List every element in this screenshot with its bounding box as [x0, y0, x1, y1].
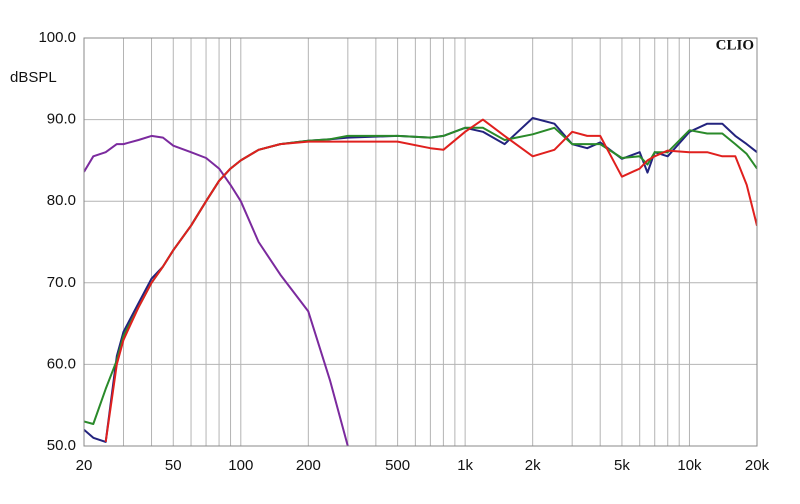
- y-tick-label: 60.0: [47, 355, 76, 372]
- x-tick-label: 10k: [677, 457, 702, 474]
- x-tick-label: 2k: [525, 457, 541, 474]
- x-tick-label: 1k: [457, 457, 473, 474]
- response-curve: [84, 134, 349, 446]
- y-tick-label: 50.0: [47, 437, 76, 454]
- x-tick-label: 20k: [745, 457, 770, 474]
- plot-frame: [83, 37, 758, 447]
- x-tick-label: 200: [296, 457, 321, 474]
- y-tick-label: 90.0: [47, 111, 76, 128]
- response-curve: [104, 118, 757, 443]
- x-tick-label: 50: [165, 457, 182, 474]
- y-axis-label: dBSPL: [10, 69, 57, 86]
- curves: [84, 117, 757, 446]
- x-tick-label: 500: [385, 457, 410, 474]
- y-tick-label: 80.0: [47, 192, 76, 209]
- x-tick-label: 100: [228, 457, 253, 474]
- y-tick-label: 100.0: [38, 29, 76, 46]
- y-tick-label: 70.0: [47, 274, 76, 291]
- x-tick-label: 20: [76, 457, 93, 474]
- brand-label: CLIO: [716, 37, 754, 53]
- x-tick-label: 5k: [614, 457, 630, 474]
